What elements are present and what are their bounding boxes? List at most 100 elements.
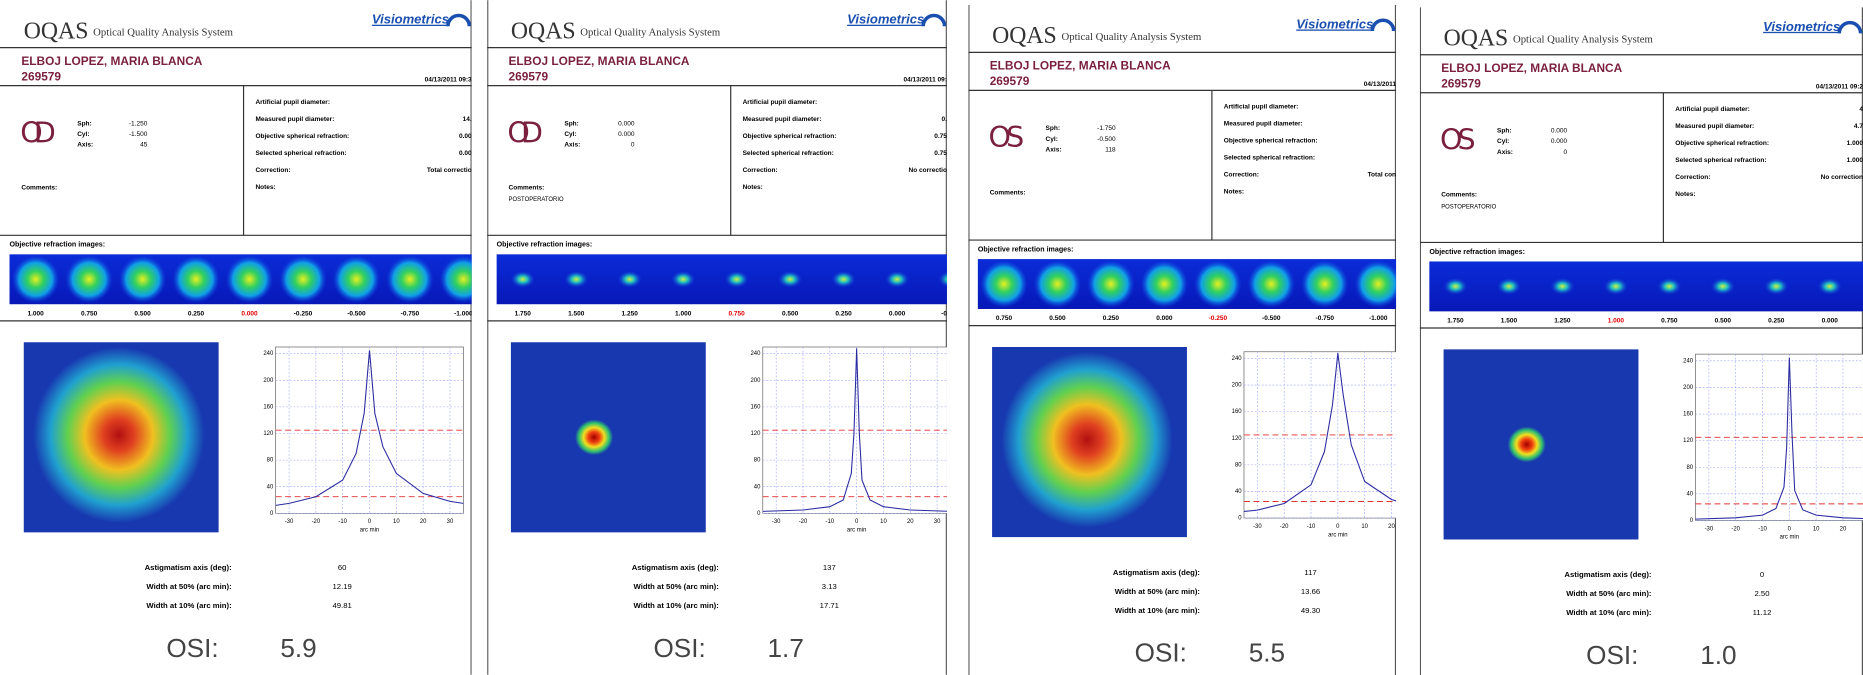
refraction-value: 0.000 [618,131,635,138]
refraction-spot [1657,278,1681,295]
date: 04/13/2011 09:3 [425,76,472,83]
psf-spot [1508,427,1546,463]
field-label: Measured pupil diameter: [1224,121,1303,128]
stat-label: Width at 50% (arc min): [1115,587,1200,596]
plot-frame [1695,354,1863,520]
x-tick-label: 20 [1840,526,1847,532]
image-label: -0.750 [401,310,420,317]
stat-value: 2.50 [1754,589,1769,598]
refraction-spot [939,271,963,288]
stat-label: Width at 50% (arc min): [1566,589,1651,598]
y-tick-label: 80 [754,458,761,464]
osi-label: OSI: [166,633,218,663]
field-label: Correction: [743,167,778,174]
stat-value: 3.13 [822,582,837,591]
refraction-spot [1764,278,1788,295]
image-label: 0.000 [889,310,906,317]
x-tick-label: 20 [1388,524,1395,530]
refraction-spot [1034,260,1082,308]
image-label: 0.750 [996,315,1013,322]
refraction-label: Sph: [1497,127,1511,134]
x-tick-label: 0 [368,519,372,525]
refraction-value: 45 [140,142,148,149]
refraction-spot [885,271,909,288]
x-tick-label: 10 [393,519,400,525]
image-label: 0.750 [728,310,745,317]
images-title: Objective refraction images: [10,241,106,249]
patient-name: ELBOJ LOPEZ, MARIA BLANCA [21,54,202,68]
image-strip [1429,261,1863,311]
image-label: -0.500 [347,310,366,317]
image-label: 0.500 [1715,318,1732,325]
page: OQASOptical Quality Analysis SystemVisio… [0,0,1863,675]
patient-id: 269579 [1441,77,1481,91]
brand-subtitle: Optical Quality Analysis System [93,27,234,39]
eye: OS [1440,123,1476,156]
osi-value: 1.0 [1700,640,1736,670]
refraction-value: -1.250 [129,120,148,127]
stat-label: Width at 10% (arc min): [146,601,231,610]
x-tick-label: -10 [338,519,347,525]
refraction-label: Cyl: [77,131,89,138]
stat-value: 117 [1304,568,1316,577]
y-tick-label: 200 [750,378,761,384]
image-label: 0.500 [134,310,151,317]
field-label: Objective spherical refraction: [1675,140,1769,147]
y-tick-label: 0 [757,511,761,517]
image-label: 1.500 [568,310,585,317]
brand-name: OQAS [511,19,576,45]
refraction-spot [1301,260,1349,308]
x-tick-label: -30 [1705,526,1714,532]
field-value: 0.00 [459,133,472,140]
stat-label: Width at 50% (arc min): [634,582,719,591]
refraction-value: 0.000 [618,120,635,127]
stat-value: 137 [823,563,836,572]
refraction-spot [12,256,60,304]
x-tick-label: -30 [772,519,781,525]
refraction-label: Sph: [564,120,578,127]
osi-label: OSI: [1135,638,1187,668]
report-screen: OQASOptical Quality Analysis SystemVisio… [0,0,1863,675]
refraction-spot [832,271,856,288]
image-label: 1.000 [27,310,44,317]
stat-value: 49.81 [333,601,352,610]
stat-value: 13.66 [1301,587,1320,596]
refraction-spot [1194,260,1242,308]
comments-label: Comments: [990,189,1026,196]
y-tick-label: 0 [270,511,274,517]
logo-mark [1839,23,1860,34]
refraction-label: Axis: [1497,149,1513,156]
stat-label: Astigmatism axis (deg): [1564,570,1651,579]
refraction-value: 0.000 [1551,138,1568,145]
x-axis-label: arc min [1328,532,1347,538]
refraction-value: -0.500 [1097,136,1116,143]
field-label: Selected spherical refraction: [743,150,834,157]
field-label: Notes: [255,184,275,191]
brand-name: OQAS [24,19,89,45]
y-tick-label: 0 [1690,518,1694,524]
field-label: Notes: [1224,189,1244,196]
x-axis-label: arc min [1780,535,1799,541]
field-label: Objective spherical refraction: [255,133,349,140]
image-label: -0.250 [294,310,313,317]
refraction-value: -1.750 [1097,125,1116,132]
field-label: Measured pupil diameter: [255,116,334,123]
field-value: 1.000 [1847,140,1863,147]
stat-value: 60 [338,563,347,572]
report-panel: OQASOptical Quality Analysis SystemVisio… [1420,7,1863,675]
field-value: 0.00 [459,150,472,157]
logo-mark [1372,20,1393,31]
field-value: Total correctio [427,167,472,174]
y-tick-label: 240 [1232,356,1243,362]
comments: POSTOPERATORIO [509,197,564,203]
field-label: Correction: [1675,174,1710,181]
x-tick-label: 0 [1336,524,1340,530]
y-tick-label: 240 [263,351,274,357]
y-tick-label: 240 [1683,358,1694,364]
image-label: -0.500 [1262,315,1281,322]
field-label: Artificial pupil diameter: [743,99,818,106]
x-tick-label: -30 [285,519,294,525]
field-value: 0.75 [934,150,947,157]
x-axis-label: arc min [360,528,379,534]
field-label: Measured pupil diameter: [743,116,822,123]
